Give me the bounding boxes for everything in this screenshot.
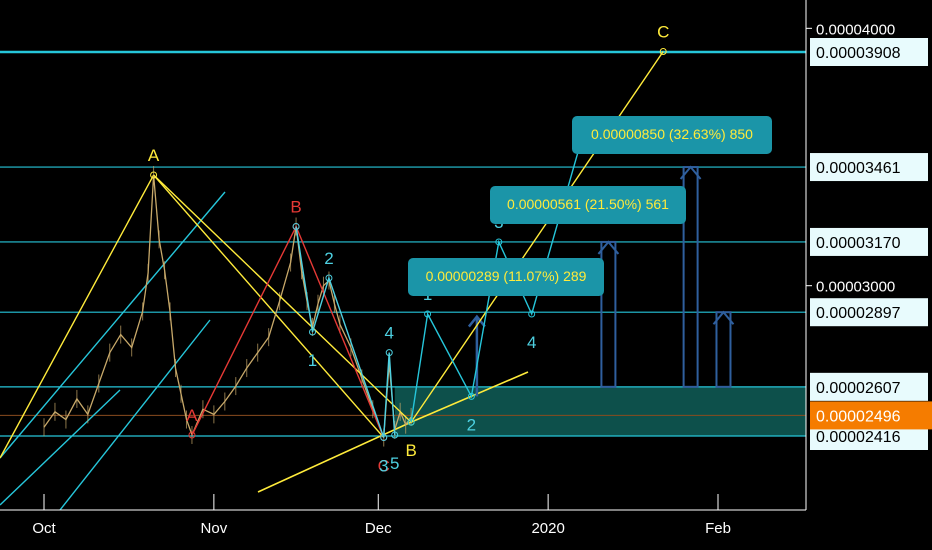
impulse-wave-pivot-5: [391, 431, 399, 439]
impulse-wave-pivot-2: [325, 274, 333, 282]
price-tick-label-1: 0.00003000: [816, 279, 895, 296]
level-price-badge-text-2: 0.00003170: [816, 235, 901, 252]
trend-channels: [0, 174, 529, 511]
yellow-support-line: [257, 421, 412, 493]
abc-zigzag-label-0: A: [148, 146, 160, 165]
abc-correction-pivot-0: [188, 431, 196, 439]
yellow-channel-left: [0, 174, 155, 459]
impulse-wave-label-2: 2: [324, 249, 333, 268]
impulse-wave-pivot-0: [292, 222, 300, 230]
level-price-badge-2: [810, 227, 928, 256]
projection-wave-pivot-4: [528, 310, 536, 318]
current-price-badge-text: 0.00002496: [816, 408, 901, 425]
measure-label-text-1: 0.00000561 (21.50%) 561: [507, 196, 669, 212]
small-arrow-head: [467, 314, 486, 328]
abc-correction-label-1: B: [290, 197, 301, 216]
measure-label-box-0: [408, 258, 604, 296]
projection-wave-label-2: 2: [467, 415, 476, 434]
impulse-wave-label-1: 1: [308, 351, 317, 370]
target-arrow-head-2: [679, 165, 702, 180]
target-arrow-head-1: [597, 240, 620, 255]
impulse-wave-pivot-1: [309, 328, 317, 336]
abc-zigzag-pivot-0: [150, 171, 158, 179]
yellow-support-extension: [410, 371, 529, 423]
time-tick-label-3: 2020: [531, 520, 564, 537]
measure-labels: 0.00000289 (11.07%) 289 0.00000561 (21.50…: [408, 116, 772, 296]
target-arrows: [467, 165, 735, 397]
measure-label-text-0: 0.00000289 (11.07%) 289: [426, 268, 587, 284]
level-price-badge-text-5: 0.00002416: [816, 429, 901, 446]
impulse-wave-pivot-4: [385, 349, 393, 357]
impulse-wave-label-5: 5: [390, 454, 399, 473]
level-price-badge-text-1: 0.00003461: [816, 160, 901, 177]
impulse-wave-path: [295, 226, 396, 438]
level-price-badge-text-4: 0.00002607: [816, 380, 901, 397]
abc-zigzag-label-1: B: [405, 441, 416, 460]
projection-wave-pivot-1: [424, 310, 432, 318]
support-zone-rect: [394, 386, 806, 436]
impulse-wave-pivot-3: [380, 434, 388, 442]
level-price-badge-4: [810, 372, 928, 401]
measure-label-text-2: 0.00000850 (32.63%) 850: [591, 126, 753, 142]
yellow-channel-down: [153, 174, 385, 439]
time-tick-label-1: Nov: [201, 520, 228, 537]
time-tick-label-2: Dec: [365, 520, 392, 537]
cyan-channel-line-2: [59, 319, 211, 511]
price-tick-label-0: 0.00004000: [816, 21, 895, 38]
projection-wave-pivot-2: [467, 392, 475, 400]
projection-wave-pivot-3: [495, 238, 503, 246]
support-zone: [0, 386, 806, 436]
cyan-channel-line-1: [0, 389, 121, 506]
measure-label-box-2: [572, 116, 772, 154]
wave-annotations: ABCABC1234512345: [148, 22, 669, 475]
projection-wave-label-4: 4: [527, 333, 536, 352]
level-price-badge-text-3: 0.00002897: [816, 305, 901, 322]
level-price-badge-1: [810, 153, 928, 182]
impulse-wave-label-3: 3: [379, 457, 388, 476]
projection-wave-pivot-0: [407, 418, 415, 426]
measure-label-box-1: [490, 186, 686, 224]
cyan-channel-line-0: [0, 191, 226, 459]
horizontal-levels: [0, 50, 806, 437]
target-arrow-head-0: [712, 310, 735, 325]
time-axis[interactable]: Oct Nov Dec 2020 Feb: [32, 494, 731, 537]
level-price-badge-text-0: 0.00003908: [816, 45, 901, 62]
abc-zigzag-label-2: C: [657, 22, 669, 41]
level-price-badge-3: [810, 298, 928, 327]
time-tick-label-4: Feb: [705, 520, 731, 537]
current-price-badge: [810, 401, 932, 430]
price-line: [43, 174, 412, 438]
impulse-wave-label-4: 4: [384, 324, 393, 343]
price-axis[interactable]: 0.00004000 0.00003000 0.00003908 0.00003461…: [806, 21, 932, 450]
time-tick-label-0: Oct: [32, 520, 56, 537]
abc-correction-label-2: C: [378, 457, 390, 476]
abc-correction-label-0: A: [186, 406, 198, 425]
level-price-badge-0: [810, 38, 928, 66]
abc-zigzag-pivot-2: [659, 47, 667, 55]
